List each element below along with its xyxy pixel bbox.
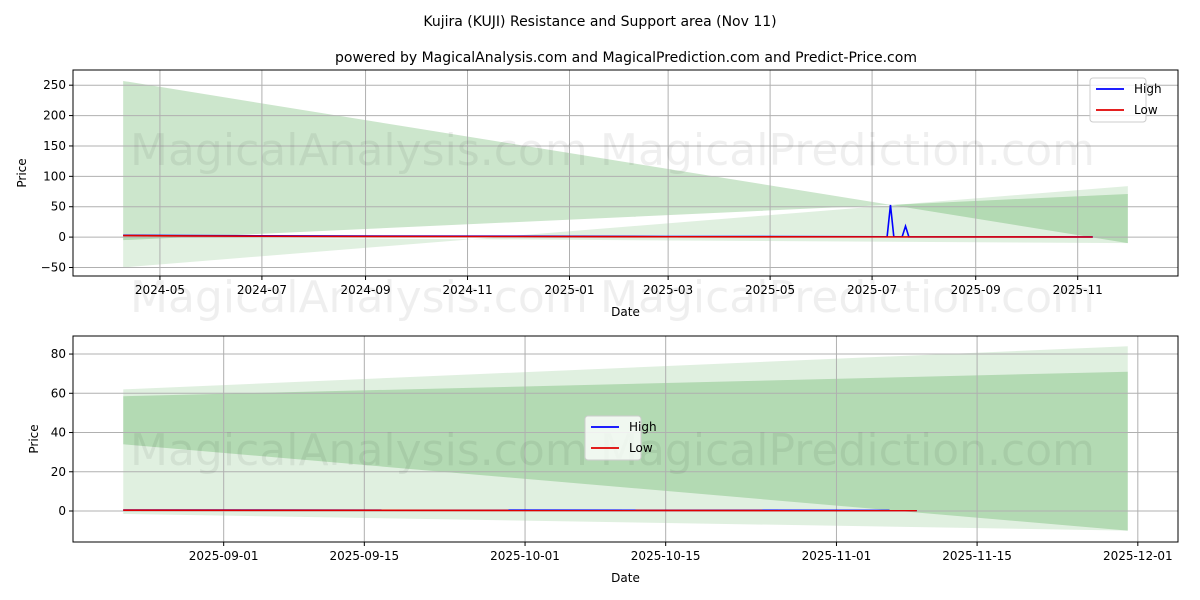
watermark: MagicalPrediction.com bbox=[600, 125, 1095, 176]
x-tick-label: 2025-12-01 bbox=[1103, 549, 1173, 563]
y-tick-label: 20 bbox=[51, 465, 66, 479]
legend-label-low: Low bbox=[629, 441, 653, 455]
y-tick-label: 40 bbox=[51, 426, 66, 440]
watermark: MagicalAnalysis.com bbox=[130, 125, 588, 176]
y-tick-label: 100 bbox=[43, 169, 66, 183]
y-tick-label: 80 bbox=[51, 347, 66, 361]
watermark: MagicalAnalysis.com bbox=[130, 425, 588, 476]
chart-title: Kujira (KUJI) Resistance and Support are… bbox=[423, 14, 776, 30]
y-tick-label: 0 bbox=[58, 230, 66, 244]
watermark: MagicalPrediction.com bbox=[600, 272, 1095, 323]
top-chart: 2024-05 2024-07 2024-09 2024-11 2025-01 2025-… bbox=[15, 69, 1179, 323]
axes-frame bbox=[72, 335, 1179, 543]
y-tick-label: 50 bbox=[51, 200, 66, 214]
axes-frame bbox=[72, 69, 1179, 277]
x-tick-label: 2025-09-15 bbox=[329, 549, 399, 563]
x-tick-label: 2025-01 bbox=[544, 283, 594, 297]
x-tick-label: 2025-11-01 bbox=[802, 549, 872, 563]
support-resistance-band-0 bbox=[123, 80, 1128, 244]
y-tick-label: 200 bbox=[43, 109, 66, 123]
x-tick-label: 2025-10-01 bbox=[490, 549, 560, 563]
legend: High Low bbox=[1089, 77, 1162, 123]
x-tick-label: 2024-11 bbox=[442, 283, 492, 297]
x-tick-label: 2025-11 bbox=[1053, 283, 1103, 297]
bottom-chart: 2025-09-01 2025-09-15 2025-10-01 2025-10-15… bbox=[27, 335, 1179, 585]
x-tick-label: 2024-07 bbox=[237, 283, 287, 297]
x-tick-label: 2025-09 bbox=[951, 283, 1001, 297]
legend-label-high: High bbox=[1134, 82, 1162, 96]
x-tick-label: 2025-11-15 bbox=[942, 549, 1012, 563]
legend-label-low: Low bbox=[1134, 103, 1158, 117]
legend: High Low bbox=[584, 415, 657, 461]
x-tick-label: 2025-07 bbox=[847, 283, 897, 297]
x-tick-label: 2025-09-01 bbox=[189, 549, 259, 563]
x-axis-label: Date bbox=[611, 571, 640, 585]
x-tick-label: 2025-05 bbox=[745, 283, 795, 297]
x-tick-label: 2024-09 bbox=[340, 283, 390, 297]
x-tick-label: 2024-05 bbox=[135, 283, 185, 297]
legend-label-high: High bbox=[629, 420, 657, 434]
watermark: MagicalAnalysis.com bbox=[130, 272, 588, 323]
watermark: MagicalPrediction.com bbox=[600, 425, 1095, 476]
y-tick-label: 250 bbox=[43, 78, 66, 92]
chart-subtitle: powered by MagicalAnalysis.com and Magic… bbox=[335, 50, 917, 66]
y-tick-label: 60 bbox=[51, 386, 66, 400]
y-tick-label: 0 bbox=[58, 504, 66, 518]
y-tick-label: 150 bbox=[43, 139, 66, 153]
x-axis-label: Date bbox=[611, 305, 640, 319]
y-axis-label: Price bbox=[15, 158, 29, 187]
y-tick-label: −50 bbox=[41, 260, 66, 274]
x-tick-label: 2025-10-15 bbox=[631, 549, 701, 563]
y-axis-label: Price bbox=[27, 424, 41, 453]
x-tick-label: 2025-03 bbox=[643, 283, 693, 297]
series-line-low bbox=[123, 234, 1093, 238]
